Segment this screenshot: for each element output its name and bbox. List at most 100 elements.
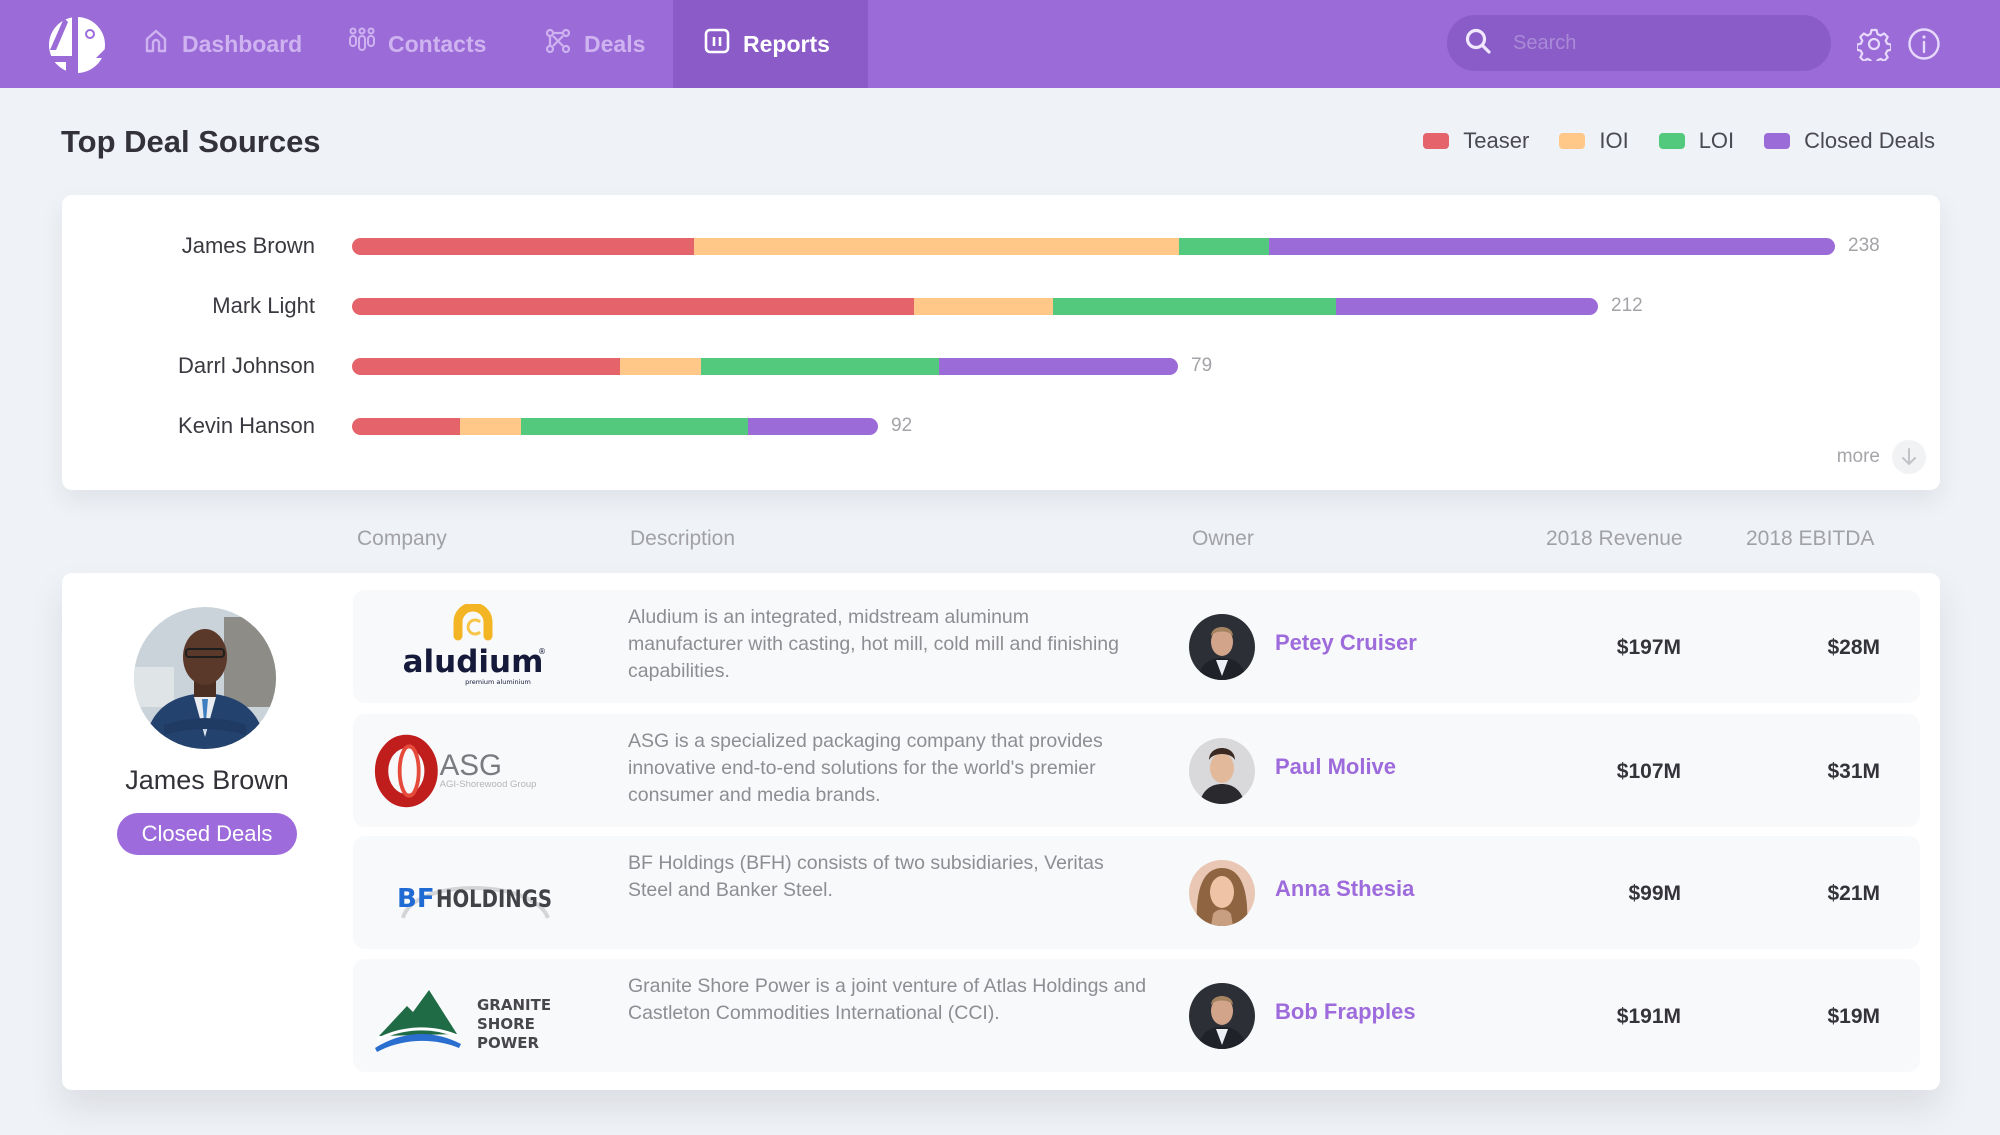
bar-segment-loi[interactable] xyxy=(1053,298,1336,315)
svg-text:SHORE: SHORE xyxy=(477,1015,535,1033)
owner-link[interactable]: Petey Cruiser xyxy=(1275,630,1417,655)
asg-logo: ASG AGI-Shorewood Group xyxy=(373,724,573,817)
column-header-company[interactable]: Company xyxy=(357,527,447,550)
legend-label: LOI xyxy=(1698,128,1735,153)
people-icon xyxy=(348,27,376,61)
ebitda-value: $28M xyxy=(1827,636,1880,659)
revenue-value: $191M xyxy=(1616,1005,1681,1028)
info-icon[interactable] xyxy=(1907,27,1941,61)
legend-item-ioi: IOI xyxy=(1559,128,1629,154)
top-navbar: Dashboard Contacts Deals Reports xyxy=(0,0,2000,88)
arrow-down-icon xyxy=(1892,440,1926,474)
column-header-revenue[interactable]: 2018 Revenue xyxy=(1546,527,1683,550)
table-header: Company Description Owner 2018 Revenue 2… xyxy=(0,527,2000,557)
bar-segment-closed-deals[interactable] xyxy=(939,358,1178,375)
svg-text:premium aluminium: premium aluminium xyxy=(465,678,531,686)
owner-avatar[interactable] xyxy=(1189,983,1255,1049)
aludium-logo: aludium ® premium aluminium xyxy=(373,600,573,693)
nav-tab-label: Dashboard xyxy=(182,30,303,57)
gear-icon[interactable] xyxy=(1855,27,1893,66)
bar-segment-closed-deals[interactable] xyxy=(1269,238,1835,255)
bar-category-label: Mark Light xyxy=(212,293,315,318)
bar-segment-ioi[interactable] xyxy=(694,238,1179,255)
search-icon xyxy=(1463,26,1493,61)
bar-segment-loi[interactable] xyxy=(1179,238,1269,255)
legend-label: Teaser xyxy=(1463,128,1530,153)
app-logo-icon[interactable] xyxy=(46,16,108,74)
chart-bar-row[interactable]: James Brown 238 xyxy=(62,231,1940,261)
deal-source-profile: James Brown Closed Deals xyxy=(62,573,352,893)
profile-name: James Brown xyxy=(125,765,289,795)
column-header-ebitda[interactable]: 2018 EBITDA xyxy=(1746,527,1875,550)
owner-avatar[interactable] xyxy=(1189,738,1255,804)
stacked-bar[interactable] xyxy=(352,418,878,435)
bar-category-label: James Brown xyxy=(181,233,315,258)
more-label: more xyxy=(1836,446,1880,467)
bar-segment-loi[interactable] xyxy=(701,358,939,375)
bar-segment-ioi[interactable] xyxy=(460,418,521,435)
table-row[interactable]: BF HOLDINGS BF Holdings (BFH) consists o… xyxy=(353,836,1920,949)
revenue-value: $99M xyxy=(1628,882,1681,905)
legend-label: IOI xyxy=(1599,128,1629,153)
more-button[interactable]: more xyxy=(1837,440,1926,474)
bf-holdings-logo: BF HOLDINGS xyxy=(373,846,573,939)
bar-segment-loi[interactable] xyxy=(521,418,748,435)
chart-bar-row[interactable]: Kevin Hanson 92 xyxy=(62,411,1940,441)
legend-item-loi: LOI xyxy=(1658,128,1735,154)
svg-text:®: ® xyxy=(538,647,546,656)
chart-bar-row[interactable]: Darrl Johnson 79 xyxy=(62,351,1940,381)
table-row[interactable]: aludium ® premium aluminium Aludium is a… xyxy=(353,590,1920,703)
chart-legend: Teaser IOI LOI Closed Deals xyxy=(1393,128,1935,154)
legend-swatch-teaser xyxy=(1423,133,1450,149)
bar-segment-teaser[interactable] xyxy=(352,358,620,375)
nav-tab-reports[interactable]: Reports xyxy=(673,0,868,88)
legend-swatch-loi xyxy=(1658,133,1685,149)
chart-bar-row[interactable]: Mark Light 212 xyxy=(62,291,1940,321)
stacked-bar[interactable] xyxy=(352,358,1178,375)
revenue-value: $107M xyxy=(1616,760,1681,783)
search-input[interactable] xyxy=(1513,31,1813,55)
bar-segment-closed-deals[interactable] xyxy=(748,418,878,435)
svg-text:POWER: POWER xyxy=(477,1034,540,1052)
page-title: Top Deal Sources xyxy=(61,124,321,159)
owner-link[interactable]: Bob Frapples xyxy=(1275,999,1416,1024)
company-description: ASG is a specialized packaging company t… xyxy=(628,730,1103,806)
bar-segment-closed-deals[interactable] xyxy=(1336,298,1598,315)
owner-avatar[interactable] xyxy=(1189,614,1255,680)
owner-link[interactable]: Paul Molive xyxy=(1275,754,1397,779)
bar-segment-ioi[interactable] xyxy=(914,298,1053,315)
home-icon xyxy=(142,27,170,61)
legend-swatch-ioi xyxy=(1559,133,1586,149)
table-row[interactable]: GRANITE SHORE POWER Granite Shore Power … xyxy=(353,959,1920,1072)
bar-category-label: Kevin Hanson xyxy=(178,413,315,438)
stacked-bar[interactable] xyxy=(352,298,1598,315)
column-header-owner[interactable]: Owner xyxy=(1192,527,1254,550)
bar-segment-teaser[interactable] xyxy=(352,298,914,315)
nav-tab-dashboard[interactable]: Dashboard xyxy=(142,0,302,88)
nav-tab-contacts[interactable]: Contacts xyxy=(348,0,486,88)
column-header-description[interactable]: Description xyxy=(630,527,736,550)
legend-item-closed-deals: Closed Deals xyxy=(1764,128,1935,154)
svg-text:aludium: aludium xyxy=(403,644,544,680)
owner-link[interactable]: Anna Sthesia xyxy=(1275,876,1415,901)
svg-text:BF: BF xyxy=(397,884,435,914)
bar-segment-teaser[interactable] xyxy=(352,418,460,435)
owner-avatar[interactable] xyxy=(1189,860,1255,926)
bar-segment-teaser[interactable] xyxy=(352,238,694,255)
search-bar[interactable] xyxy=(1447,15,1831,71)
granite-shore-power-logo: GRANITE SHORE POWER xyxy=(373,969,573,1062)
svg-text:AGI-Shorewood Group: AGI-Shorewood Group xyxy=(440,779,537,790)
closed-deals-badge[interactable]: Closed Deals xyxy=(117,813,297,855)
bar-total-value: 238 xyxy=(1848,235,1880,256)
table-row[interactable]: ASG AGI-Shorewood Group ASG is a special… xyxy=(353,714,1920,827)
bar-category-label: Darrl Johnson xyxy=(178,353,315,378)
svg-text:HOLDINGS: HOLDINGS xyxy=(436,885,552,913)
stacked-bar[interactable] xyxy=(352,238,1835,255)
deals-table-card: James Brown Closed Deals aludium ® premi… xyxy=(62,573,1940,1090)
profile-avatar[interactable] xyxy=(134,607,276,749)
deal-sources-chart: James Brown 238 Mark Light 212 Darrl Johnson… xyxy=(62,195,1940,490)
svg-text:ASG: ASG xyxy=(440,748,502,781)
nav-tab-deals[interactable]: Deals xyxy=(544,0,645,88)
bar-segment-ioi[interactable] xyxy=(620,358,701,375)
company-description: BF Holdings (BFH) consists of two subsid… xyxy=(628,852,1104,901)
